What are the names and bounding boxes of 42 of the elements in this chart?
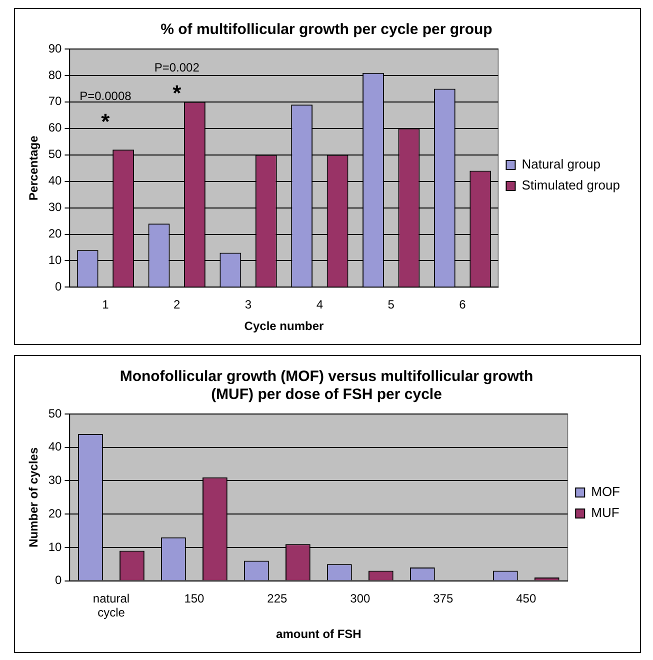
x-tick-label: 5: [388, 298, 395, 312]
x-tick-label: 3: [244, 298, 252, 312]
y-axis-title: Percentage: [26, 135, 41, 200]
annotation: P=0.0008: [80, 88, 132, 103]
x-tick-label: 6: [459, 298, 466, 312]
y-tick-label: 20: [48, 506, 62, 520]
y-tick-label: 30: [48, 200, 62, 214]
y-tick-label: 40: [48, 440, 62, 454]
x-tick-label: 1: [102, 298, 110, 312]
y-axis-title: Number of cycles: [26, 447, 41, 548]
y-tick-label: 0: [55, 573, 62, 588]
y-tick-label: 70: [48, 94, 62, 108]
x-tick-label: natural cycle: [92, 591, 130, 620]
x-tick-label: 4: [316, 298, 324, 312]
x-axis-title: Cycle number: [244, 319, 324, 334]
x-tick-label: 300: [350, 591, 371, 606]
y-tick-label: 60: [48, 120, 62, 135]
chart-title: % of multifollicular growth per cycle per group: [160, 21, 492, 38]
y-tick-label: 50: [48, 406, 62, 420]
annotation: *: [172, 80, 182, 106]
y-tick-label: 30: [48, 473, 62, 488]
y-tick-label: 0: [55, 280, 62, 294]
x-tick-label: 150: [184, 591, 205, 606]
y-tick-label: 20: [48, 226, 62, 241]
y-tick-label: 50: [48, 147, 62, 162]
x-axis-title: amount of FSH: [276, 627, 362, 642]
x-tick-label: 450: [516, 591, 536, 606]
legend-label: MOF: [591, 484, 620, 500]
x-tick-label: 2: [174, 298, 181, 312]
x-tick-label: 225: [267, 591, 288, 606]
y-tick-label: 80: [48, 68, 62, 82]
annotation: *: [101, 108, 110, 134]
legend-label: Natural group: [522, 156, 600, 172]
legend-label: Stimulated group: [522, 178, 620, 193]
y-tick-label: 90: [48, 41, 62, 56]
chart-title: Monofollicular growth (MOF) versus multifollicular growth (MUF) per dose of FSH per cycle: [120, 368, 534, 404]
y-tick-label: 10: [48, 540, 62, 554]
legend-label: MUF: [591, 505, 620, 520]
x-tick-label: 375: [433, 591, 454, 606]
y-tick-label: 40: [48, 174, 62, 188]
y-tick-label: 10: [48, 253, 62, 268]
annotation: P=0.002: [154, 60, 200, 74]
